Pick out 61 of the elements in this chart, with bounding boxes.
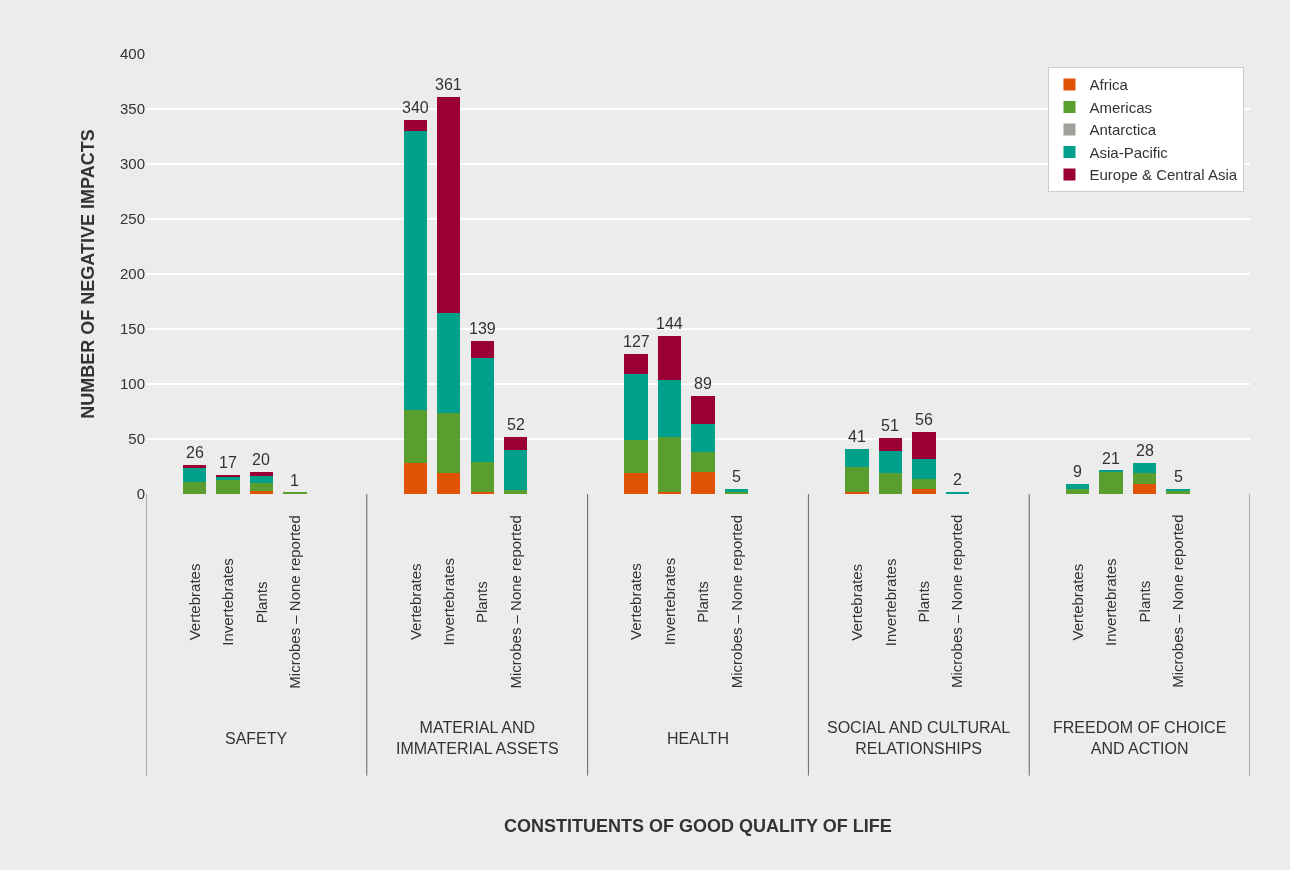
total-label: 56 <box>915 411 933 428</box>
legend-label: Africa <box>1089 76 1129 94</box>
x-tick-label: Plants <box>252 581 270 624</box>
text: HEALTH <box>667 730 729 747</box>
total-label: 28 <box>1136 442 1154 459</box>
x-tick-label: Microbes – None reported <box>727 514 745 689</box>
text: SAFETY <box>225 730 288 747</box>
x-tick-label: Plants <box>915 580 933 623</box>
total-label: 144 <box>656 315 683 332</box>
x-tick-label: Invertebrates <box>881 558 899 647</box>
y-tick-label: 300 <box>119 155 145 173</box>
x-tick-label: Vertebrates <box>848 563 866 641</box>
total-label: 5 <box>732 468 741 485</box>
y-tick-label: 350 <box>119 100 145 118</box>
total-label: 5 <box>1174 468 1183 485</box>
total-label: 127 <box>623 333 650 350</box>
legend-label: Asia-Pacific <box>1089 143 1169 161</box>
x-tick-label: Microbes – None reported <box>1169 514 1187 688</box>
total-label: 21 <box>1102 450 1120 467</box>
x-tick-label: Vertebrates <box>627 563 645 640</box>
total-label: 52 <box>507 416 525 433</box>
total-label: 41 <box>848 428 866 445</box>
x-tick-label: Microbes – None reported <box>948 514 966 689</box>
y-tick-label: 200 <box>119 265 145 283</box>
total-label: 89 <box>694 375 712 392</box>
x-tick-label: Plants <box>473 581 491 624</box>
total-label: 9 <box>1073 463 1082 480</box>
legend-label: Americas <box>1089 98 1152 116</box>
x-tick-label: Vertebrates <box>406 563 424 641</box>
total-label: 1 <box>290 472 299 489</box>
y-tick-label: 250 <box>119 210 145 228</box>
text: SOCIAL AND CULTURAL RELATIONSHIPS <box>827 719 1011 757</box>
text: FREEDOM OF CHOICE AND ACTION <box>1053 719 1227 757</box>
y-tick-label: 50 <box>128 430 145 448</box>
total-label: 20 <box>252 451 270 468</box>
x-tick-label: Microbes – None reported <box>286 515 304 689</box>
y-tick-label: 150 <box>119 320 145 338</box>
text: CONSTITUENTS OF GOOD QUALITY OF LIFE <box>504 816 892 836</box>
legend-label: Europe & Central Asia <box>1089 166 1238 184</box>
x-tick-label: Plants <box>694 581 712 623</box>
x-tick-label: Vertebrates <box>185 563 203 641</box>
x-tick-label: Microbes – None reported <box>506 515 524 689</box>
y-tick-label: 0 <box>136 485 145 503</box>
total-label: 2 <box>953 471 962 488</box>
x-tick-label: Invertebrates <box>439 558 457 646</box>
y-tick-label: 100 <box>119 375 145 393</box>
x-tick-label: Plants <box>1135 580 1153 623</box>
x-tick-label: Invertebrates <box>219 558 237 646</box>
total-label: 340 <box>402 99 429 116</box>
total-label: 51 <box>881 417 899 434</box>
text: MATERIAL AND IMMATERIAL ASSETS <box>396 719 559 757</box>
total-label: 139 <box>469 320 496 337</box>
total-label: 26 <box>186 444 204 461</box>
y-tick-label: 400 <box>119 45 145 63</box>
x-tick-label: Vertebrates <box>1068 563 1086 641</box>
legend-label: Antarctica <box>1089 121 1157 139</box>
total-label: 361 <box>435 76 462 93</box>
y-axis-title: NUMBER OF NEGATIVE IMPACTS <box>78 129 99 419</box>
x-tick-label: Invertebrates <box>1102 558 1120 646</box>
total-label: 17 <box>219 454 237 471</box>
x-tick-label: Invertebrates <box>660 557 678 646</box>
